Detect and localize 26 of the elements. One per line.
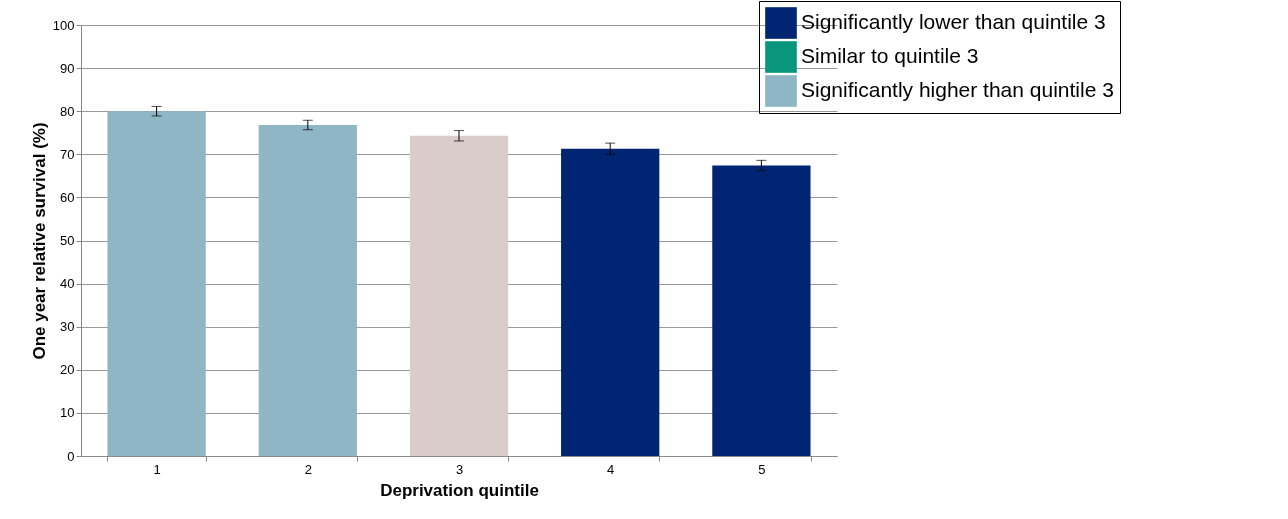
- x-axis-title: Deprivation quintile: [380, 480, 539, 500]
- legend-label: Similar to quintile 3: [801, 44, 979, 67]
- x-tick-label: 3: [455, 461, 464, 477]
- y-tick-label: 100: [52, 17, 75, 33]
- x-tick-label: 2: [304, 461, 312, 477]
- x-tick-label: 4: [607, 461, 615, 477]
- y-tick-label: 40: [60, 276, 75, 292]
- y-tick-label: 30: [60, 319, 75, 335]
- x-tick-label: 1: [153, 461, 161, 477]
- y-tick-label: 50: [60, 233, 75, 248]
- bar: [258, 124, 357, 456]
- y-tick-label: 60: [60, 189, 75, 205]
- bar: [409, 135, 509, 456]
- y-tick-label: 70: [60, 146, 75, 162]
- y-tick-label: 0: [67, 448, 75, 464]
- bar: [107, 111, 206, 456]
- y-tick-label: 10: [60, 405, 75, 421]
- y-tick-label: 80: [60, 103, 75, 119]
- bar: [561, 148, 660, 456]
- legend-label: Significantly higher than quintile 3: [801, 78, 1114, 101]
- legend-label: Significantly lower than quintile 3: [801, 10, 1106, 33]
- y-axis-title: One year relative survival (%): [29, 122, 49, 360]
- y-tick-label: 20: [60, 362, 75, 378]
- x-tick-label: 5: [758, 461, 766, 477]
- bar: [712, 165, 811, 456]
- y-tick-label: 90: [60, 60, 75, 76]
